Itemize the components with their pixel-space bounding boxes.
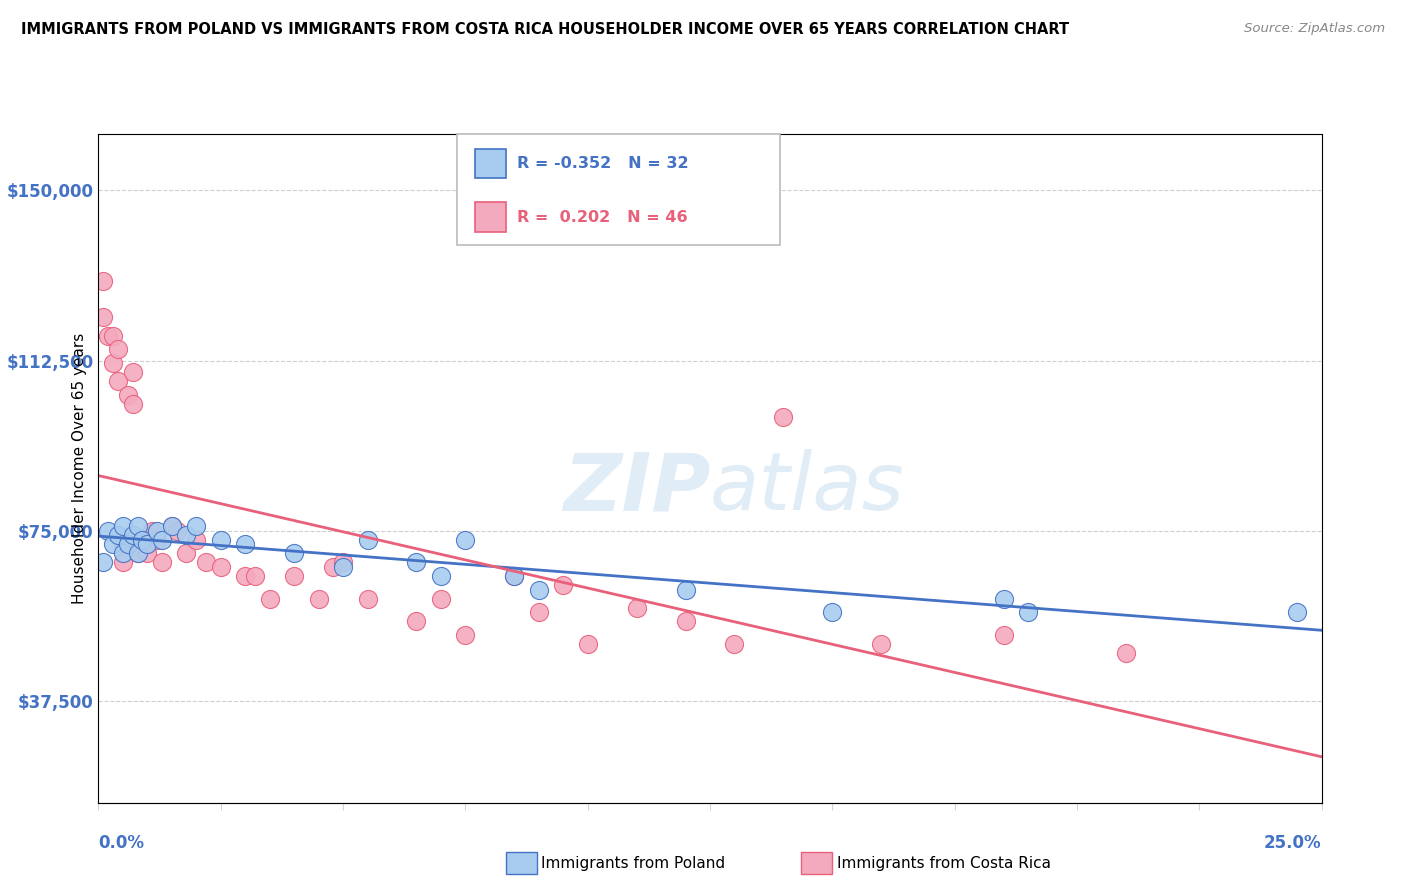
Text: 25.0%: 25.0% bbox=[1264, 834, 1322, 852]
Point bbox=[454, 628, 477, 642]
Point bbox=[1017, 605, 1039, 619]
Point bbox=[356, 533, 378, 547]
Point bbox=[146, 524, 169, 538]
Point bbox=[405, 615, 427, 629]
Point bbox=[283, 546, 305, 560]
Point bbox=[97, 328, 120, 343]
Point bbox=[101, 356, 124, 370]
Point bbox=[107, 374, 129, 388]
Point bbox=[821, 605, 844, 619]
Text: IMMIGRANTS FROM POLAND VS IMMIGRANTS FROM COSTA RICA HOUSEHOLDER INCOME OVER 65 : IMMIGRANTS FROM POLAND VS IMMIGRANTS FRO… bbox=[21, 22, 1069, 37]
Y-axis label: Householder Income Over 65 years: Householder Income Over 65 years bbox=[72, 333, 87, 604]
Point bbox=[243, 569, 266, 583]
Point bbox=[117, 387, 139, 401]
Point bbox=[553, 578, 575, 592]
Point bbox=[527, 582, 550, 597]
Point bbox=[127, 546, 149, 560]
Point bbox=[101, 537, 124, 551]
Point bbox=[527, 605, 550, 619]
Point bbox=[1115, 646, 1137, 660]
Point bbox=[356, 591, 378, 606]
Text: Source: ZipAtlas.com: Source: ZipAtlas.com bbox=[1244, 22, 1385, 36]
Point bbox=[675, 615, 697, 629]
Point bbox=[146, 533, 169, 547]
Point bbox=[503, 569, 526, 583]
Point bbox=[870, 637, 893, 651]
Point bbox=[195, 556, 218, 570]
Point bbox=[405, 556, 427, 570]
Text: atlas: atlas bbox=[710, 450, 905, 527]
Point bbox=[322, 560, 344, 574]
Point bbox=[993, 628, 1015, 642]
Text: Immigrants from Poland: Immigrants from Poland bbox=[541, 856, 725, 871]
Point bbox=[111, 546, 134, 560]
Point bbox=[308, 591, 330, 606]
Point bbox=[117, 537, 139, 551]
Point bbox=[111, 556, 134, 570]
Point bbox=[233, 537, 256, 551]
Point bbox=[576, 637, 599, 651]
Text: R =  0.202   N = 46: R = 0.202 N = 46 bbox=[517, 210, 688, 225]
Point bbox=[503, 569, 526, 583]
Text: R = -0.352   N = 32: R = -0.352 N = 32 bbox=[517, 156, 689, 171]
Point bbox=[454, 533, 477, 547]
Point bbox=[283, 569, 305, 583]
Text: 0.0%: 0.0% bbox=[98, 834, 145, 852]
Point bbox=[186, 519, 208, 533]
Point bbox=[209, 533, 232, 547]
Point bbox=[91, 274, 114, 288]
Point bbox=[1286, 605, 1309, 619]
Point bbox=[107, 343, 129, 357]
Point bbox=[136, 537, 159, 551]
Point bbox=[993, 591, 1015, 606]
Point bbox=[107, 528, 129, 542]
Point bbox=[121, 528, 143, 542]
Point bbox=[186, 533, 208, 547]
Point bbox=[176, 528, 198, 542]
Point bbox=[150, 533, 173, 547]
Text: Immigrants from Costa Rica: Immigrants from Costa Rica bbox=[837, 856, 1050, 871]
Point bbox=[176, 546, 198, 560]
Text: ZIP: ZIP bbox=[562, 450, 710, 527]
Point bbox=[97, 524, 120, 538]
Point bbox=[430, 591, 453, 606]
Point bbox=[626, 600, 648, 615]
Point bbox=[166, 524, 188, 538]
Point bbox=[136, 546, 159, 560]
Point bbox=[111, 537, 134, 551]
Point bbox=[91, 556, 114, 570]
Point bbox=[127, 546, 149, 560]
Point bbox=[160, 519, 183, 533]
Point bbox=[209, 560, 232, 574]
Point bbox=[332, 556, 354, 570]
Point bbox=[772, 410, 794, 425]
Point bbox=[150, 556, 173, 570]
Point bbox=[127, 519, 149, 533]
Point bbox=[121, 365, 143, 379]
Point bbox=[111, 519, 134, 533]
Point bbox=[121, 397, 143, 411]
Point bbox=[675, 582, 697, 597]
Point bbox=[101, 328, 124, 343]
Point bbox=[131, 533, 153, 547]
Point bbox=[141, 524, 163, 538]
Point bbox=[430, 569, 453, 583]
Point bbox=[332, 560, 354, 574]
Point bbox=[723, 637, 745, 651]
Point bbox=[91, 310, 114, 325]
Point bbox=[160, 519, 183, 533]
Point bbox=[259, 591, 281, 606]
Point bbox=[131, 533, 153, 547]
Point bbox=[233, 569, 256, 583]
